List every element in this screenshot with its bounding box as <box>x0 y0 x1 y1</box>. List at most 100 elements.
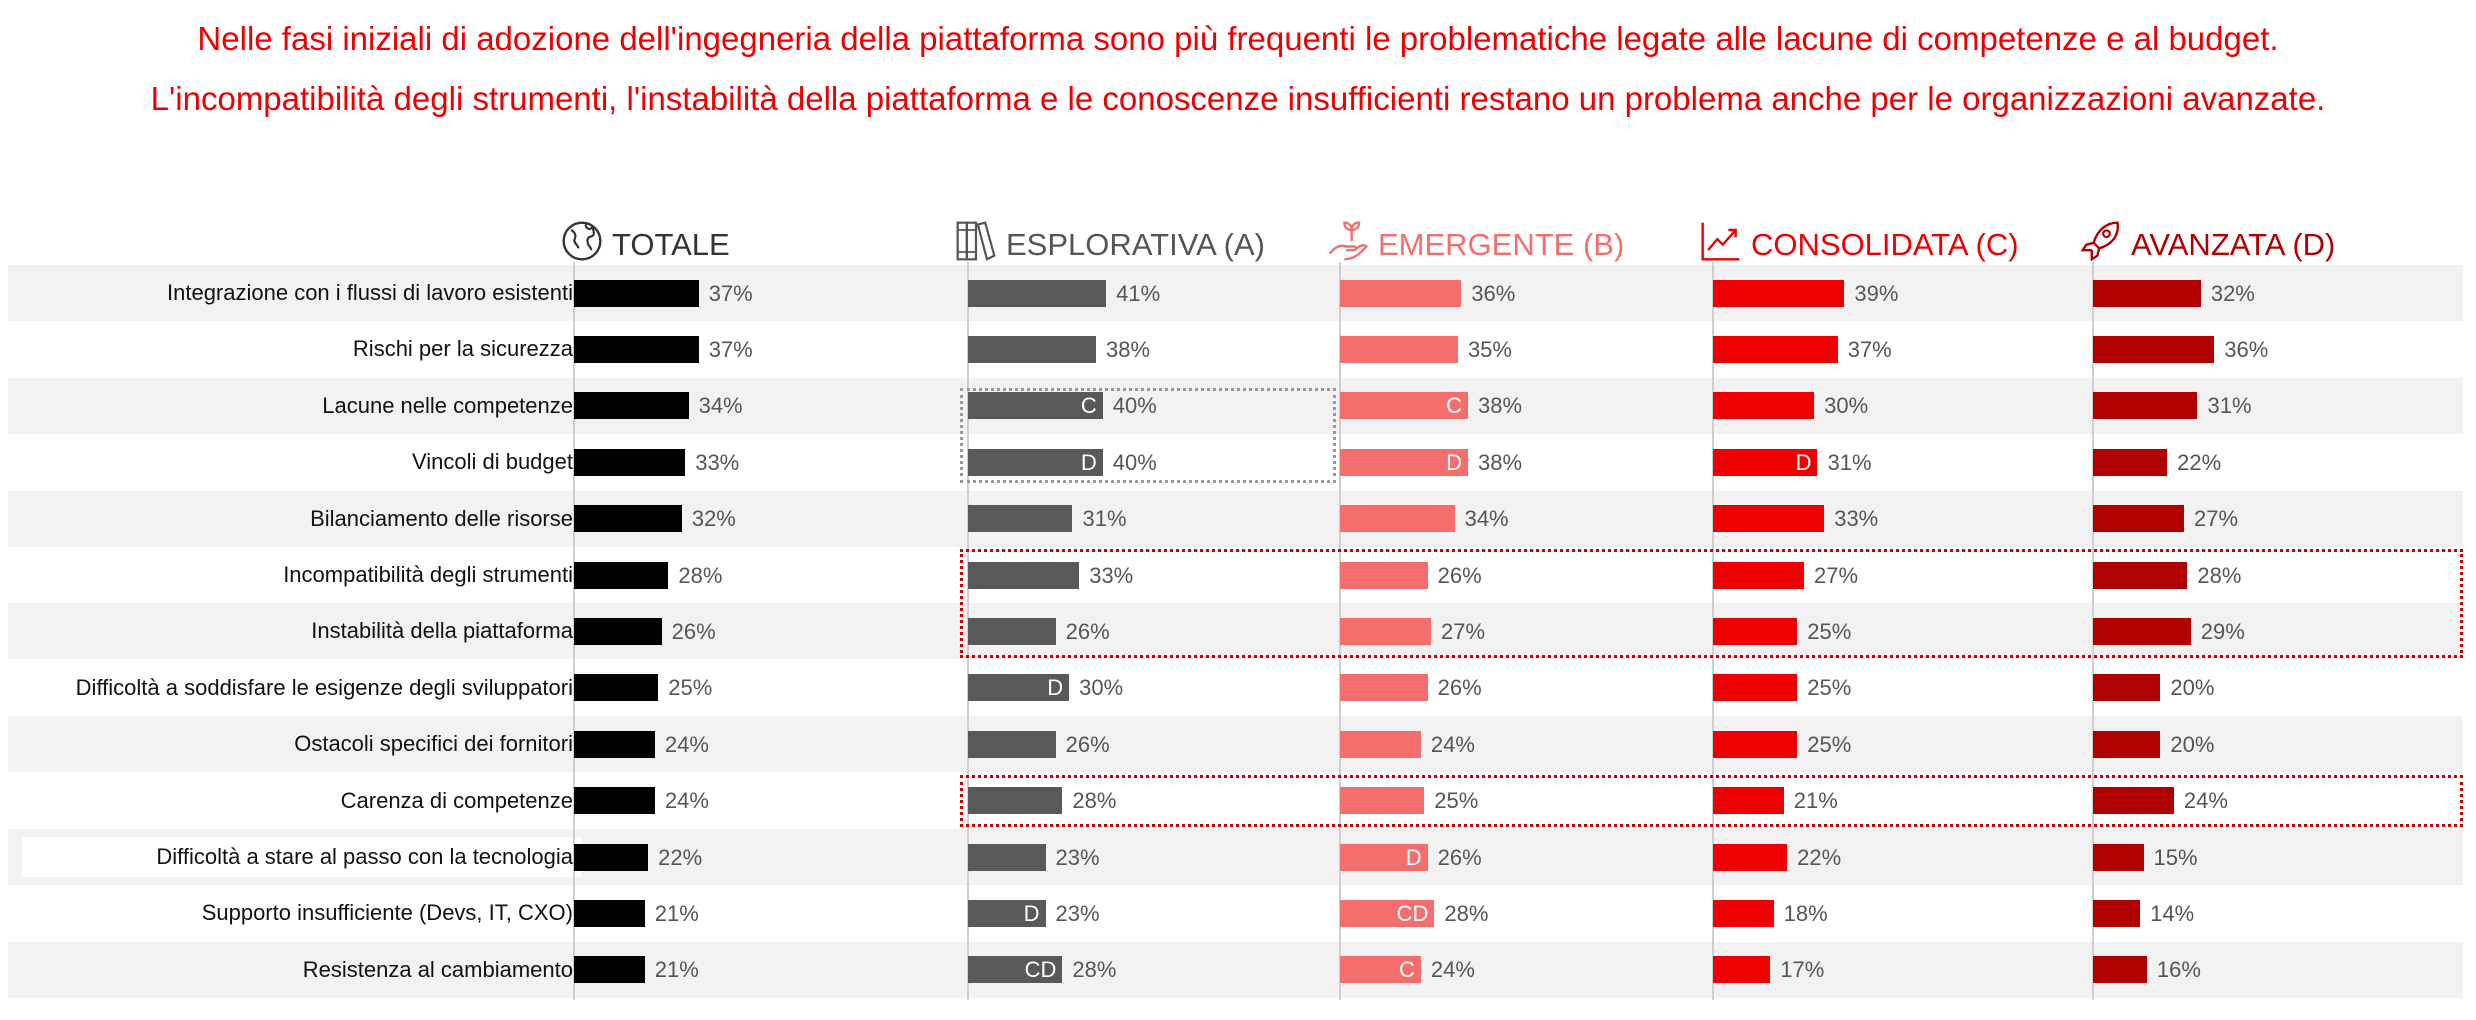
bar <box>574 674 659 702</box>
bar <box>1340 279 1462 307</box>
globe-icon <box>560 219 612 271</box>
significance-letter: D <box>1446 449 1463 475</box>
series-name: CONSOLIDATA (C) <box>1751 227 2019 262</box>
bar <box>1713 335 1838 363</box>
data-label: 38% <box>1478 393 1523 419</box>
data-label: 21% <box>654 900 699 926</box>
series-header: EMERGENTE (B) <box>1326 220 1624 270</box>
chart-up-icon <box>1699 219 1751 271</box>
bar <box>2093 674 2161 702</box>
bar <box>968 505 1073 533</box>
bar <box>574 730 655 758</box>
data-label: 38% <box>1478 449 1523 475</box>
row-band <box>8 265 2463 321</box>
significance-letter: C <box>1446 393 1463 419</box>
data-label: 33% <box>695 449 740 475</box>
data-label: 22% <box>658 844 703 870</box>
data-label: 28% <box>1072 957 1117 983</box>
data-label: 34% <box>1464 506 1509 532</box>
series-header: CONSOLIDATA (C) <box>1699 220 2019 270</box>
data-label: 24% <box>2183 788 2228 814</box>
bar <box>1713 279 1845 307</box>
bar <box>2093 617 2191 645</box>
bar <box>1340 730 1421 758</box>
category-label: Rischi per la sicurezza <box>352 336 573 362</box>
highlight-box <box>960 549 2463 658</box>
category-label: Difficoltà a soddisfare le esigenze degl… <box>75 674 573 700</box>
data-label: 25% <box>1807 618 1852 644</box>
data-label: 34% <box>698 393 743 419</box>
bar <box>1340 335 1458 363</box>
data-label: 31% <box>1082 506 1127 532</box>
data-label: 20% <box>2170 675 2215 701</box>
bar <box>968 335 1097 363</box>
bar: CD <box>1340 899 1435 927</box>
bar: D <box>968 899 1046 927</box>
bar: C <box>1340 956 1421 984</box>
label-highlight <box>22 837 582 877</box>
bar <box>1713 843 1788 871</box>
bar <box>574 392 689 420</box>
bar <box>968 843 1046 871</box>
bar <box>574 561 669 589</box>
bar <box>1340 674 1428 702</box>
row-band <box>8 941 2463 998</box>
sprout-hand-icon <box>1326 219 1378 271</box>
data-label: 35% <box>1467 336 1512 362</box>
data-label: 40% <box>1112 393 1157 419</box>
data-label: 32% <box>691 506 736 532</box>
title-line-2: L'incompatibilità degli strumenti, l'ins… <box>150 80 2326 117</box>
data-label: 36% <box>2224 336 2269 362</box>
bar <box>968 279 1107 307</box>
data-label: 17% <box>1780 957 1825 983</box>
data-label: 23% <box>1055 900 1100 926</box>
data-label: 22% <box>2177 449 2222 475</box>
data-label: 24% <box>1430 957 1475 983</box>
significance-letter: D <box>1080 449 1097 475</box>
bar: D <box>1340 843 1428 871</box>
data-label: 41% <box>1116 280 1161 306</box>
data-label: 24% <box>664 788 709 814</box>
data-label: 31% <box>1827 449 1872 475</box>
data-label: 16% <box>2156 957 2201 983</box>
significance-letter: C <box>1080 393 1097 419</box>
bar <box>2093 899 2141 927</box>
bar <box>574 956 645 984</box>
bar <box>574 617 662 645</box>
series-name: EMERGENTE (B) <box>1378 227 1625 262</box>
bar: D <box>1340 448 1469 476</box>
data-label: 25% <box>668 675 713 701</box>
bar <box>2093 561 2188 589</box>
bar <box>968 787 1063 815</box>
data-label: 26% <box>1065 731 1110 757</box>
bar <box>2093 787 2174 815</box>
significance-letter: D <box>1047 675 1064 701</box>
row-band <box>8 716 2463 773</box>
highlight-box <box>960 774 2463 827</box>
data-label: 37% <box>708 280 753 306</box>
data-label: 31% <box>2207 393 2252 419</box>
books-icon <box>954 219 1006 271</box>
category-label: Lacune nelle competenze <box>322 392 573 418</box>
bar <box>1340 505 1455 533</box>
data-label: 26% <box>1065 618 1110 644</box>
bar <box>574 843 649 871</box>
data-label: 25% <box>1807 675 1852 701</box>
rocket-icon <box>2079 219 2131 271</box>
bar <box>1340 787 1425 815</box>
data-label: 26% <box>671 618 716 644</box>
series-name: AVANZATA (D) <box>2131 227 2336 262</box>
bar <box>2093 843 2144 871</box>
bar <box>574 448 686 476</box>
row-band <box>8 603 2463 660</box>
data-label: 29% <box>2200 618 2245 644</box>
row-band <box>8 490 2463 547</box>
category-label: Carenza di competenze <box>340 787 573 813</box>
series-header: AVANZATA (D) <box>2079 220 2335 270</box>
data-label: 24% <box>664 731 709 757</box>
bar <box>968 617 1056 645</box>
category-label: Ostacoli specifici dei fornitori <box>294 731 573 757</box>
data-label: 27% <box>2193 506 2239 532</box>
category-label: Incompatibilità degli strumenti <box>283 562 573 587</box>
data-label: 37% <box>708 336 753 362</box>
